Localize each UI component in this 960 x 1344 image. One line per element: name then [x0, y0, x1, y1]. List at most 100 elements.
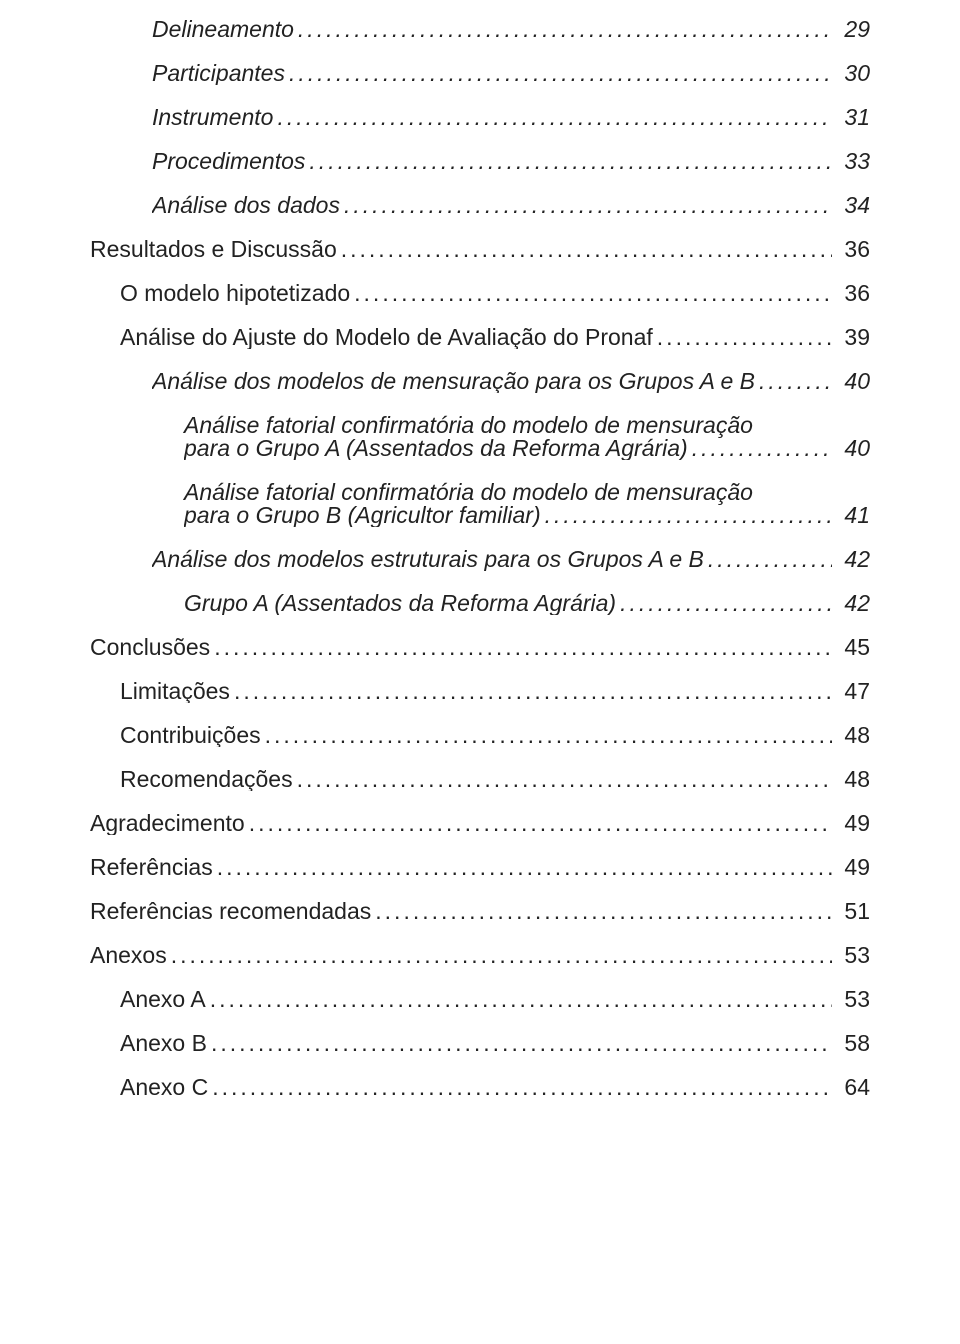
leader-dots [212, 1076, 832, 1099]
toc-page-number: 48 [836, 724, 870, 747]
row-gap [90, 923, 870, 944]
toc-entry: Análise fatorial confirmatória do modelo… [184, 414, 870, 460]
row-gap [90, 460, 870, 481]
toc-page-number: 42 [836, 592, 870, 615]
toc-entry: Contribuições 48 [120, 724, 870, 747]
toc-entry: Análise dos modelos de mensuração para o… [152, 370, 870, 393]
leader-dots [620, 592, 832, 615]
toc-label: Análise dos modelos estruturais para os … [152, 548, 704, 571]
toc-page-number: 39 [836, 326, 870, 349]
toc-entry: Participantes 30 [152, 62, 870, 85]
toc-entry: Conclusões45 [90, 636, 870, 659]
toc-page-number: 42 [836, 548, 870, 571]
toc-page-number: 49 [836, 856, 870, 879]
toc-entry: Instrumento 31 [152, 106, 870, 129]
row-gap [90, 349, 870, 370]
toc-entry: Anexos 53 [90, 944, 870, 967]
toc-page-number: 40 [836, 437, 870, 460]
toc-label: Contribuições [120, 724, 261, 747]
leader-dots [354, 282, 832, 305]
toc-label: Instrumento [152, 106, 273, 129]
leader-dots [265, 724, 832, 747]
leader-dots [249, 812, 832, 835]
row-gap [90, 305, 870, 326]
toc-entry: Anexo C64 [120, 1076, 870, 1099]
row-gap [90, 261, 870, 282]
toc-page-number: 41 [836, 504, 870, 527]
toc-page-number: 34 [836, 194, 870, 217]
row-gap [90, 173, 870, 194]
toc-page-number: 30 [836, 62, 870, 85]
leader-dots [657, 326, 832, 349]
toc-entry: Referências 49 [90, 856, 870, 879]
toc-label: Resultados e Discussão [90, 238, 337, 261]
toc-label: Participantes [152, 62, 285, 85]
row-gap [90, 129, 870, 150]
toc-label: O modelo hipotetizado [120, 282, 350, 305]
row-gap [90, 615, 870, 636]
leader-dots [217, 856, 832, 879]
row-gap [90, 393, 870, 414]
toc-page-number: 58 [836, 1032, 870, 1055]
toc-label: Limitações [120, 680, 230, 703]
toc-label: Agradecimento [90, 812, 245, 835]
toc-entry: Anexo B 58 [120, 1032, 870, 1055]
leader-dots [545, 504, 832, 527]
toc-entry: Grupo A (Assentados da Reforma Agrária) 4… [184, 592, 870, 615]
toc-page-number: 53 [836, 944, 870, 967]
leader-dots [759, 370, 832, 393]
row-gap [90, 1055, 870, 1076]
toc-entry: Análise fatorial confirmatória do modelo… [184, 481, 870, 527]
row-gap [90, 967, 870, 988]
leader-dots [234, 680, 832, 703]
row-gap [90, 835, 870, 856]
toc-page-number: 49 [836, 812, 870, 835]
leader-dots [214, 636, 832, 659]
toc-entry: Procedimentos33 [152, 150, 870, 173]
row-gap [90, 571, 870, 592]
row-gap [90, 1011, 870, 1032]
leader-dots [375, 900, 832, 923]
toc-page-number: 40 [836, 370, 870, 393]
leader-dots [210, 988, 832, 1011]
toc-page-number: 64 [836, 1076, 870, 1099]
leader-dots [297, 768, 832, 791]
toc-page-number: 53 [836, 988, 870, 1011]
toc-label: Análise fatorial confirmatória do modelo… [184, 481, 870, 504]
row-gap [90, 747, 870, 768]
toc-label: Referências [90, 856, 213, 879]
toc-label: Análise dos dados [152, 194, 340, 217]
toc-entry: Análise dos dados 34 [152, 194, 870, 217]
toc-entry: Limitações 47 [120, 680, 870, 703]
toc-label: Anexos [90, 944, 167, 967]
leader-dots [298, 18, 832, 41]
toc-label: Delineamento [152, 18, 294, 41]
toc-label: Anexo B [120, 1032, 207, 1055]
toc-entry: Agradecimento 49 [90, 812, 870, 835]
toc-label: para o Grupo B (Agricultor familiar) [184, 504, 541, 527]
leader-dots [277, 106, 832, 129]
toc-page-number: 47 [836, 680, 870, 703]
toc-page-number: 45 [836, 636, 870, 659]
toc-label: Grupo A (Assentados da Reforma Agrária) [184, 592, 616, 615]
leader-dots [289, 62, 832, 85]
row-gap [90, 659, 870, 680]
toc-page-number: 51 [836, 900, 870, 923]
toc-page-number: 36 [836, 238, 870, 261]
row-gap [90, 879, 870, 900]
row-gap [90, 85, 870, 106]
leader-dots [344, 194, 832, 217]
leader-dots [692, 437, 832, 460]
toc-entry: Análise do Ajuste do Modelo de Avaliação… [120, 326, 870, 349]
row-gap [90, 703, 870, 724]
toc-page-number: 36 [836, 282, 870, 305]
row-gap [90, 791, 870, 812]
row-gap [90, 1099, 870, 1120]
toc-page-number: 48 [836, 768, 870, 791]
toc-entry: Referências recomendadas 51 [90, 900, 870, 923]
toc-label: Referências recomendadas [90, 900, 371, 923]
toc-page-number: 31 [836, 106, 870, 129]
toc-label: Recomendações [120, 768, 293, 791]
toc-entry: Resultados e Discussão 36 [90, 238, 870, 261]
toc-label: Procedimentos [152, 150, 305, 173]
